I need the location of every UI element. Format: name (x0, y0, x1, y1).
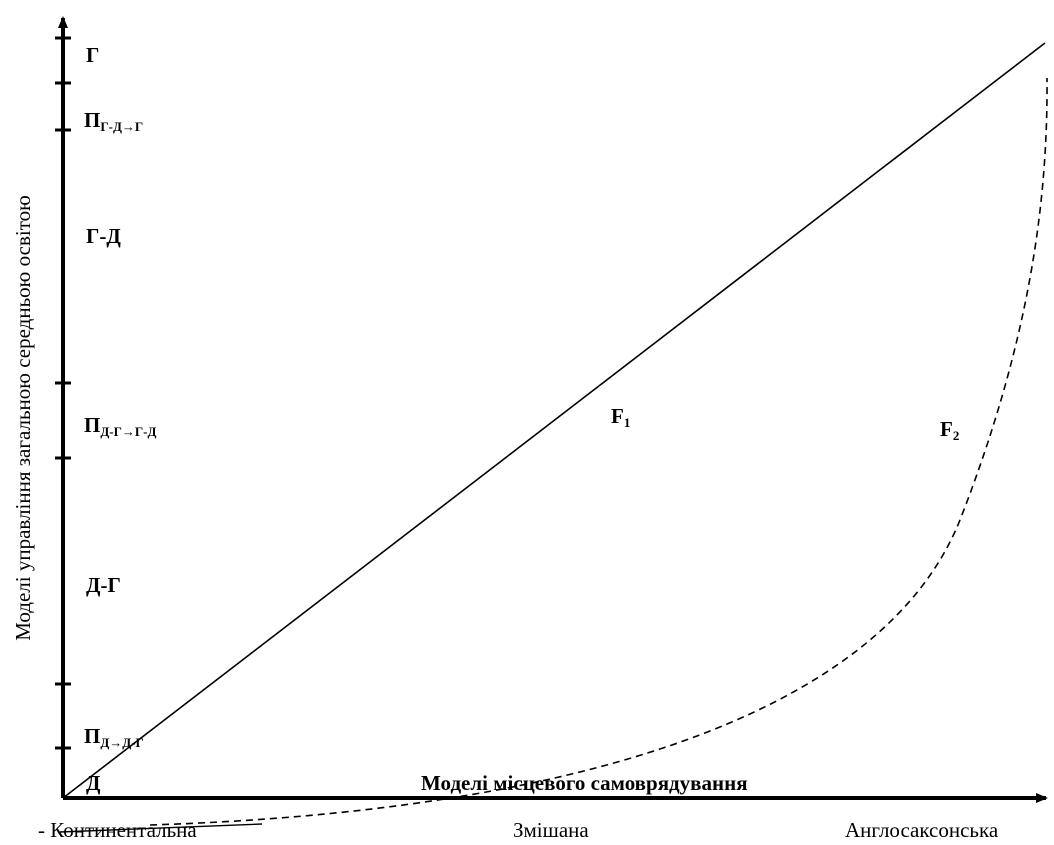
x-category-mixed: Змішана (513, 818, 589, 842)
level-dg: Д-Г (86, 573, 121, 597)
f2-label: F2 (940, 417, 959, 443)
f1-label: F1 (611, 404, 630, 430)
x-category-continental: - Континентальна (38, 818, 197, 842)
level-gd: Г-Д (86, 224, 121, 248)
level-d: Д (86, 771, 101, 795)
level-p-gd-g: ПГ-Д→Г (84, 108, 143, 134)
x-axis-title: Моделі місцевого самоврядування (421, 771, 748, 795)
y-ticks (55, 36, 71, 750)
f1-line (62, 42, 1046, 799)
continental-strike (59, 823, 263, 833)
y-axis-title: Моделі управління загальною середньою ос… (11, 195, 35, 641)
f2-curve (149, 77, 1048, 826)
level-g: Г (86, 43, 99, 67)
level-p-dg-gd: ПД-Г→Г-Д (84, 413, 156, 439)
level-p-d-dg: ПД→Д-Г (84, 724, 144, 750)
x-category-anglo-saxon: Англосаксонська (845, 818, 999, 842)
